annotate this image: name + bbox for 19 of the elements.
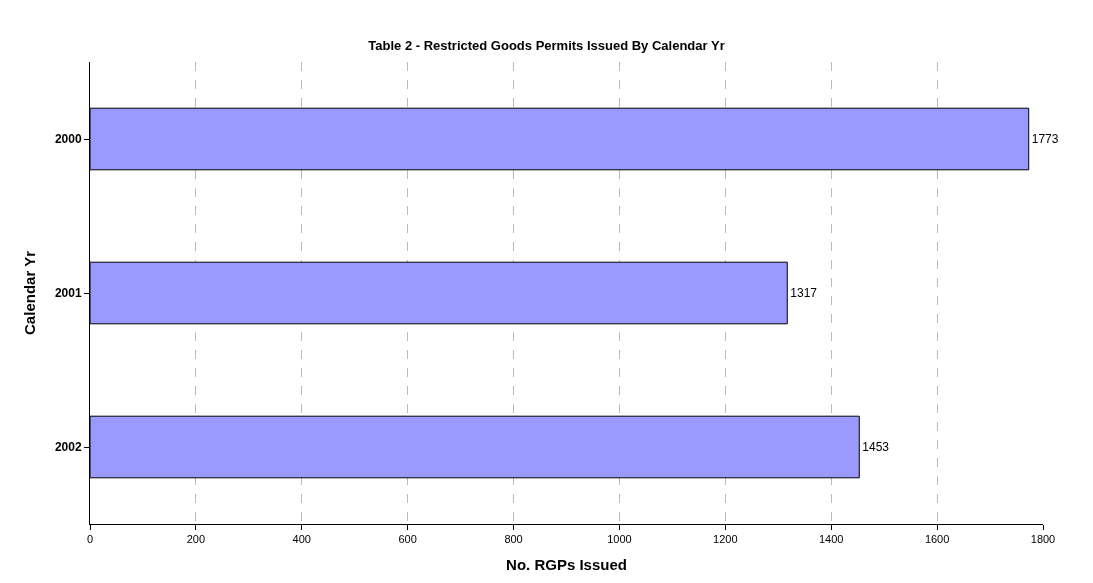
y-tick-label: 2001 (54, 286, 82, 301)
x-tick-label: 1200 (713, 533, 738, 546)
y-tick-label: 2000 (54, 132, 82, 147)
y-axis-title: Calendar Yr (21, 250, 39, 335)
x-tick-label: 600 (398, 533, 417, 546)
y-tick-label: 2002 (54, 440, 82, 455)
x-tick-label: 1000 (607, 533, 632, 546)
x-tick-label: 200 (186, 533, 206, 546)
data-label: 1773 (1031, 132, 1059, 146)
x-tick-label: 1800 (1030, 533, 1056, 546)
x-tick-label: 1600 (924, 533, 950, 546)
x-axis-title: No. RGPs Issued (506, 556, 627, 574)
data-label: 1317 (790, 286, 818, 300)
x-tick-label: 1400 (818, 533, 844, 546)
x-tick-label: 800 (504, 533, 523, 546)
chart-title: Table 2 - Restricted Goods Permits Issued By Calendar Yr (368, 37, 725, 53)
x-tick-label: 400 (292, 533, 311, 546)
data-label: 1453 (862, 440, 890, 454)
x-tick-label: 0 (86, 533, 94, 546)
